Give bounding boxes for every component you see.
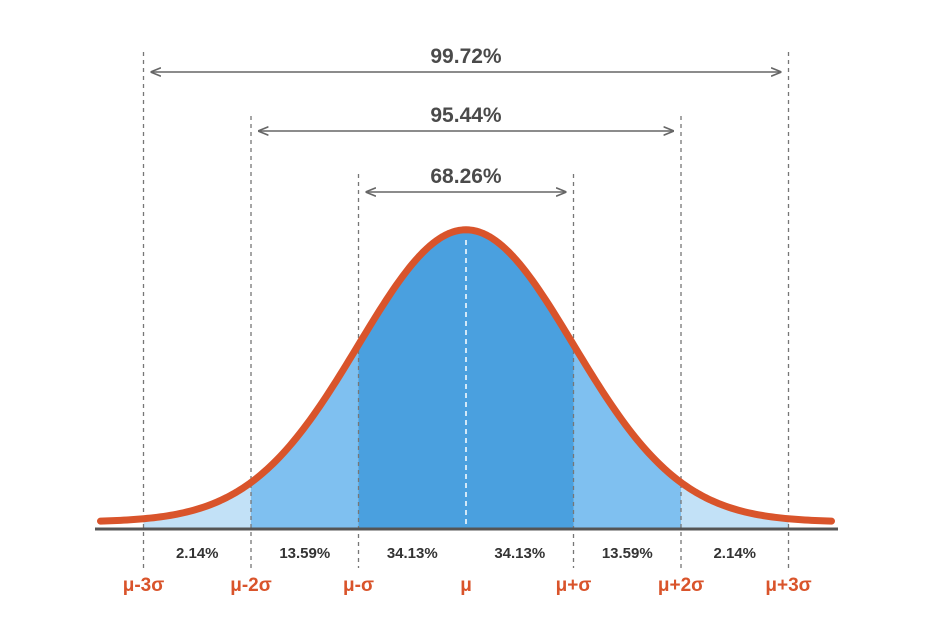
interval-label-1: 99.72% [430, 45, 502, 68]
area-fill-3 [358, 229, 466, 529]
tick-label-3: μ-σ [343, 575, 374, 596]
segment-label-3: 34.13% [387, 545, 438, 562]
segment-label-1: 2.14% [176, 545, 219, 562]
area-fill-4 [466, 229, 574, 529]
tick-label-5: μ+σ [556, 575, 592, 596]
segment-label-2: 13.59% [279, 545, 330, 562]
tick-label-1: μ-3σ [123, 575, 165, 596]
guide-lines [142, 52, 790, 568]
tick-label-6: μ+2σ [658, 575, 704, 596]
interval-arrows: 99.72% 95.44% 68.26% [152, 45, 781, 192]
tick-label-2: μ-2σ [230, 575, 272, 596]
tick-label-7: μ+3σ [765, 575, 811, 596]
tick-label-4: μ [460, 575, 472, 596]
segment-labels: 2.14% 13.59% 34.13% 34.13% 13.59% 2.14% [176, 545, 756, 562]
distribution-curve [97, 226, 835, 525]
interval-label-2: 95.44% [430, 104, 502, 127]
segment-label-4: 34.13% [494, 545, 545, 562]
segment-label-6: 2.14% [713, 545, 756, 562]
segment-label-5: 13.59% [602, 545, 653, 562]
curve-layer [97, 226, 835, 525]
tick-labels: μ-3σ μ-2σ μ-σ μ μ+σ μ+2σ μ+3σ [123, 575, 812, 596]
interval-label-3: 68.26% [430, 165, 502, 188]
